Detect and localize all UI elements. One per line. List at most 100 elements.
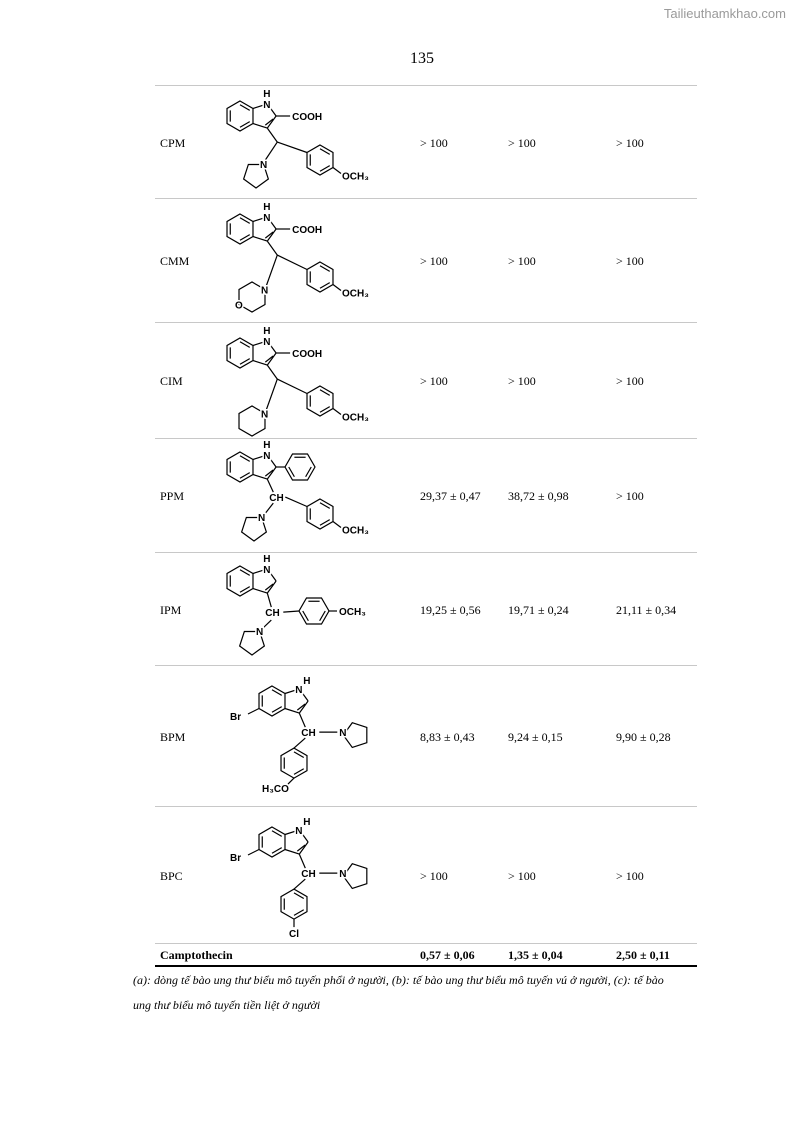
ring [242,163,270,189]
ic50-c: > 100 [616,374,644,388]
bond [266,592,272,608]
bond [305,466,312,478]
bond [277,254,308,271]
ring [240,516,268,542]
nh-hydrogen-label: H [303,817,310,828]
ring [238,630,266,656]
bond [319,165,331,172]
bond [247,848,260,856]
ic50-b: > 100 [508,869,536,883]
table-row: CIM > 100 > 100 > 100 N H COOH OCH₃ N [155,322,697,439]
compound-name: IPM [160,603,182,617]
ring [258,826,286,858]
bond [283,610,300,613]
ring [306,498,334,530]
bond [293,892,305,899]
bond [264,378,278,414]
bond [319,406,331,413]
ring [226,451,254,483]
bond [266,127,278,143]
bond [293,737,306,749]
bond [319,610,326,622]
ic50-c: 21,11 ± 0,34 [616,603,677,617]
bond [298,829,309,843]
bond [252,340,268,347]
amine-nitrogen-label: N [260,160,267,171]
compound-name: CMM [160,254,190,268]
bond [239,217,251,224]
bond [264,254,278,290]
bond [298,853,306,869]
bond [271,706,283,713]
ring [258,685,286,717]
ring [342,863,368,890]
bond [239,358,251,365]
ic50-c: > 100 [616,489,644,503]
bond [298,712,306,728]
nh-hydrogen-label: H [263,554,270,565]
bond [319,265,331,272]
ic50-b: 1,35 ± 0,04 [508,948,563,962]
bond [247,707,260,715]
table-row: CPM > 100 > 100 > 100 N H COOH OCH₃ N [155,85,697,199]
nh-hydrogen-label: H [263,202,270,213]
bond [239,104,251,111]
bond [252,103,268,110]
carboxyl-label: COOH [292,112,322,123]
footnote-line-1: (a): dòng tế bào ung thư biểu mô tuyến p… [133,973,664,987]
bond [239,569,251,576]
bond [264,469,274,477]
amine-nitrogen-label: N [339,728,346,739]
bond [332,408,342,415]
ic50-c: > 100 [616,869,644,883]
bond [263,502,274,516]
bond [284,829,300,836]
ic50-c: > 100 [616,254,644,268]
bond [239,455,251,462]
compound-name: BPC [160,869,183,883]
ring [226,213,254,245]
bond [284,848,300,855]
bond [266,228,277,242]
compound-name: BPM [160,730,186,744]
page-number: 135 [410,50,434,67]
methine-label: CH [269,493,283,504]
bond [296,703,306,711]
bond [266,478,274,493]
carboxyl-label: COOH [292,225,322,236]
bond [252,122,268,129]
compound-name: Camptothecin [160,948,233,962]
bond [252,587,268,594]
ic50-b: > 100 [508,136,536,150]
bond [252,235,268,242]
ring [280,747,308,779]
bond [266,216,277,230]
ic50-a: > 100 [420,254,448,268]
ic50-a: > 100 [420,136,448,150]
compound-name: PPM [160,489,185,503]
footnote-line-2: ung thư biểu mô tuyến tiền liệt ở người [133,998,321,1012]
ring [306,144,334,176]
bond [298,688,309,702]
bond [271,830,283,837]
bromine-label: Br [230,712,241,723]
compound-name: CPM [160,136,186,150]
bond [264,231,274,239]
aryl-substituent-label: OCH₃ [342,526,369,537]
bromine-label: Br [230,853,241,864]
indole-nitrogen-label: N [263,213,270,224]
amine-nitrogen-label: N [256,627,263,638]
bond [302,610,309,622]
amine-oxygen-label: O [235,301,243,312]
indole-nitrogen-label: N [295,826,302,837]
bond [266,364,278,380]
bond [271,689,283,696]
ring [226,100,254,132]
bond [332,521,342,528]
ring [306,261,334,293]
bond [252,216,268,223]
ring [298,597,330,625]
